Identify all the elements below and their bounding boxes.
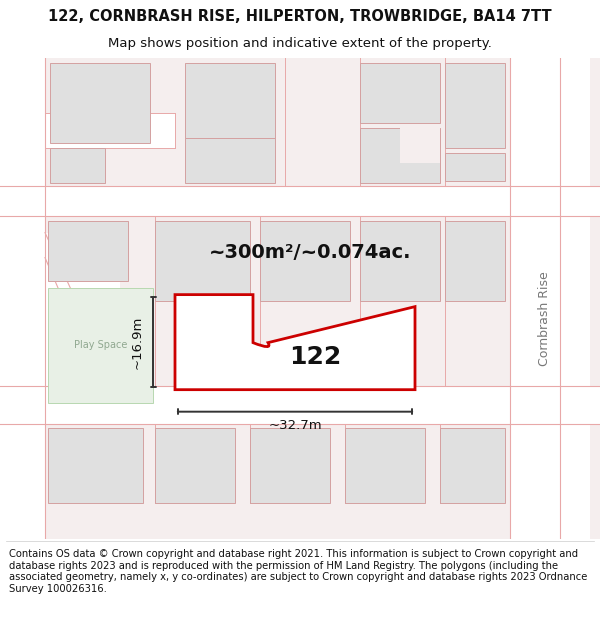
Bar [445,221,505,301]
Bar [185,138,275,182]
Text: ~32.7m: ~32.7m [268,419,322,432]
Bar [445,152,505,181]
Bar [440,428,505,503]
Bar [0,58,45,539]
Text: Map shows position and indicative extent of the property.: Map shows position and indicative extent… [108,37,492,49]
Bar [0,186,600,216]
Bar [345,428,425,503]
Text: ~300m²/~0.074ac.: ~300m²/~0.074ac. [209,243,411,262]
Text: ~16.9m: ~16.9m [131,316,143,369]
Text: 122: 122 [289,345,341,369]
Bar [360,62,440,122]
Bar [250,428,330,503]
Bar [185,62,275,138]
Bar [0,386,600,424]
Bar [510,58,590,539]
Bar [45,232,120,386]
Bar [45,112,175,148]
Text: Cornbrash Rise: Cornbrash Rise [539,271,551,366]
Bar [48,428,143,503]
Bar [155,221,250,301]
Text: 122, CORNBRASH RISE, HILPERTON, TROWBRIDGE, BA14 7TT: 122, CORNBRASH RISE, HILPERTON, TROWBRID… [48,9,552,24]
Bar [155,428,235,503]
Bar [50,62,150,142]
PathPatch shape [175,294,415,389]
Bar [360,127,440,182]
Bar [360,221,440,301]
Text: Play Space: Play Space [74,340,127,350]
Bar [260,221,350,301]
Bar [50,148,105,182]
Bar [48,221,128,281]
Bar [445,62,505,148]
Text: Contains OS data © Crown copyright and database right 2021. This information is : Contains OS data © Crown copyright and d… [9,549,587,594]
Bar [400,127,440,162]
Bar [48,288,153,402]
